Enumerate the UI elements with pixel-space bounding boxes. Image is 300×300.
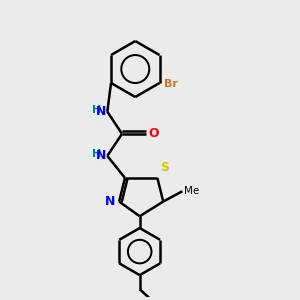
Text: N: N <box>105 195 116 208</box>
Text: Br: Br <box>164 80 178 89</box>
Text: H: H <box>92 105 101 115</box>
Text: N: N <box>95 149 106 162</box>
Text: S: S <box>160 161 169 174</box>
Text: O: O <box>148 127 159 140</box>
Text: N: N <box>95 105 106 118</box>
Text: H: H <box>92 149 101 159</box>
Text: Me: Me <box>184 186 199 196</box>
